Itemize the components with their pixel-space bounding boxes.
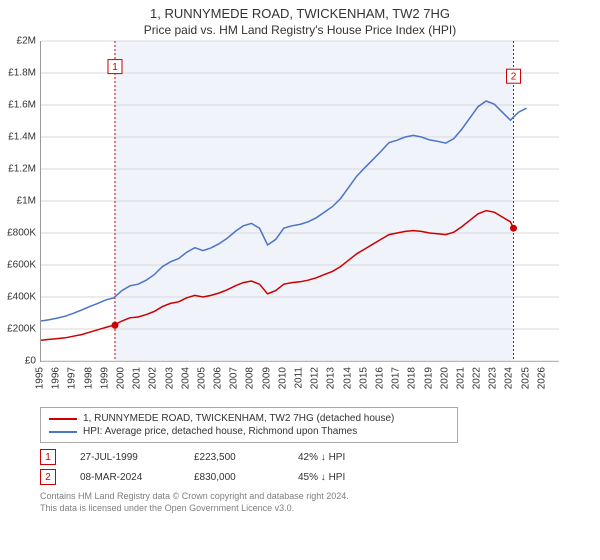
x-tick-label: 2010 — [277, 367, 288, 389]
attribution-line: Contains HM Land Registry data © Crown c… — [40, 491, 580, 503]
legend: 1, RUNNYMEDE ROAD, TWICKENHAM, TW2 7HG (… — [40, 407, 458, 443]
y-tick-label: £1.6M — [8, 100, 36, 111]
data-point-price: £830,000 — [194, 472, 274, 483]
y-tick-label: £1.8M — [8, 68, 36, 79]
x-tick-label: 2017 — [391, 367, 402, 389]
page-title: 1, RUNNYMEDE ROAD, TWICKENHAM, TW2 7HG — [0, 0, 600, 21]
svg-text:1: 1 — [112, 62, 118, 73]
x-tick-label: 1999 — [99, 367, 110, 389]
legend-item: HPI: Average price, detached house, Rich… — [49, 425, 449, 438]
y-tick-label: £800K — [7, 228, 36, 239]
x-tick-label: 2013 — [326, 367, 337, 389]
attribution-line: This data is licensed under the Open Gov… — [40, 503, 580, 515]
x-tick-label: 1997 — [67, 367, 78, 389]
data-point-delta: 45% ↓ HPI — [298, 472, 345, 483]
x-tick-label: 2003 — [164, 367, 175, 389]
x-tick-label: 1995 — [35, 367, 46, 389]
data-point-row: 2 08-MAR-2024 £830,000 45% ↓ HPI — [40, 467, 580, 487]
x-tick-label: 2009 — [261, 367, 272, 389]
legend-label: 1, RUNNYMEDE ROAD, TWICKENHAM, TW2 7HG (… — [83, 413, 394, 424]
x-tick-label: 2020 — [439, 367, 450, 389]
x-tick-label: 2011 — [294, 367, 305, 389]
x-tick-label: 2008 — [245, 367, 256, 389]
x-tick-label: 2005 — [196, 367, 207, 389]
x-tick-label: 2002 — [148, 367, 159, 389]
legend-label: HPI: Average price, detached house, Rich… — [83, 426, 357, 437]
data-point-table: 1 27-JUL-1999 £223,500 42% ↓ HPI 2 08-MAR-202… — [40, 447, 580, 487]
y-tick-label: £1.4M — [8, 132, 36, 143]
data-point-marker: 1 — [40, 449, 56, 465]
data-point-row: 1 27-JUL-1999 £223,500 42% ↓ HPI — [40, 447, 580, 467]
legend-item: 1, RUNNYMEDE ROAD, TWICKENHAM, TW2 7HG (… — [49, 412, 449, 425]
x-tick-label: 2024 — [504, 367, 515, 389]
y-tick-label: £2M — [17, 36, 36, 47]
data-point-date: 27-JUL-1999 — [80, 452, 170, 463]
y-tick-label: £1.2M — [8, 164, 36, 175]
plot-area: 12 — [40, 41, 559, 362]
y-tick-label: £1M — [17, 196, 36, 207]
x-tick-label: 2026 — [536, 367, 547, 389]
x-tick-label: 2021 — [455, 367, 466, 389]
x-tick-label: 2018 — [407, 367, 418, 389]
data-point-marker: 2 — [40, 469, 56, 485]
x-tick-label: 1998 — [83, 367, 94, 389]
data-point-price: £223,500 — [194, 452, 274, 463]
y-axis-labels: £0 £200K £400K £600K £800K £1M £1.2M £1.4M £1.6M… — [0, 41, 38, 401]
x-tick-label: 2016 — [374, 367, 385, 389]
attribution: Contains HM Land Registry data © Crown c… — [40, 491, 580, 514]
x-tick-label: 2015 — [358, 367, 369, 389]
y-tick-label: £200K — [7, 324, 36, 335]
x-tick-label: 2006 — [213, 367, 224, 389]
x-tick-label: 2025 — [520, 367, 531, 389]
y-tick-label: £400K — [7, 292, 36, 303]
x-tick-label: 2012 — [310, 367, 321, 389]
svg-text:2: 2 — [511, 72, 517, 83]
x-tick-label: 2023 — [488, 367, 499, 389]
x-tick-label: 2022 — [472, 367, 483, 389]
x-tick-label: 1996 — [51, 367, 62, 389]
legend-swatch — [49, 431, 77, 433]
y-tick-label: £600K — [7, 260, 36, 271]
x-tick-label: 2000 — [115, 367, 126, 389]
page-subtitle: Price paid vs. HM Land Registry's House … — [0, 21, 600, 41]
legend-swatch — [49, 418, 77, 420]
data-point-delta: 42% ↓ HPI — [298, 452, 345, 463]
x-tick-label: 2014 — [342, 367, 353, 389]
y-tick-label: £0 — [25, 356, 36, 367]
x-tick-label: 2007 — [229, 367, 240, 389]
x-axis-labels: 1995199619971998199920002001200220032004… — [40, 365, 558, 405]
price-chart: £0£200K£400K£600K£800K£1M£1.2M£1.4M£1.6M… — [40, 41, 600, 401]
chart-svg: 12 — [41, 41, 559, 361]
x-tick-label: 2019 — [423, 367, 434, 389]
x-tick-label: 2004 — [180, 367, 191, 389]
data-point-date: 08-MAR-2024 — [80, 472, 170, 483]
x-tick-label: 2001 — [132, 367, 143, 389]
